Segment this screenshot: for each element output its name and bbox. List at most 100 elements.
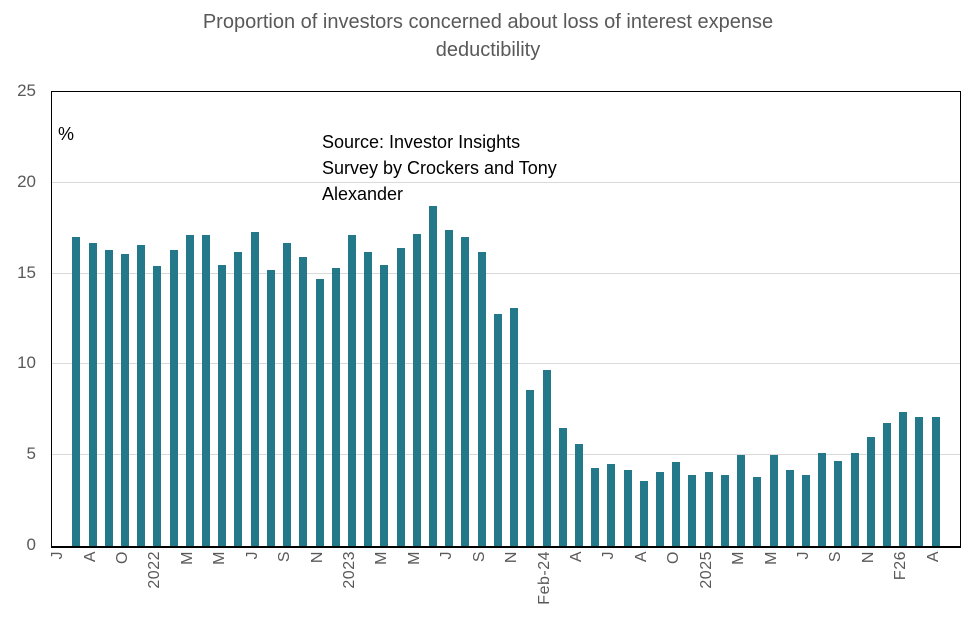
chart-title-line1: Proportion of investors concerned about … — [202, 11, 774, 33]
x-tick-label: N — [308, 551, 326, 564]
bar — [153, 266, 162, 546]
bar — [704, 471, 713, 546]
x-tick-label: M — [730, 551, 748, 565]
bar — [364, 251, 373, 546]
x-tick-label: O — [665, 551, 683, 564]
x-tick-label: 2025 — [697, 551, 715, 589]
bar — [785, 469, 794, 546]
bar — [558, 427, 567, 546]
bar — [396, 248, 405, 546]
bar — [445, 230, 454, 546]
bar — [510, 308, 519, 546]
x-tick-label: N — [503, 551, 521, 564]
bar — [380, 264, 389, 546]
x-tick-label: M — [762, 551, 780, 565]
x-tick-label: A — [567, 551, 585, 563]
bar — [591, 467, 600, 546]
y-tick-label: 5 — [26, 444, 36, 464]
bar — [185, 235, 194, 546]
y-axis-unit-label: % — [58, 124, 75, 144]
bar — [461, 237, 470, 546]
bar — [315, 279, 324, 546]
bar — [104, 250, 113, 546]
bar — [169, 250, 178, 546]
bar — [672, 462, 681, 546]
bar — [720, 475, 729, 546]
bar — [753, 477, 762, 546]
bar — [607, 464, 616, 546]
x-tick-label: Feb-24 — [535, 551, 553, 605]
bar — [542, 369, 551, 546]
gridline-20 — [52, 181, 960, 183]
bar — [883, 422, 892, 546]
bar — [834, 460, 843, 546]
bar — [137, 244, 146, 546]
bar — [526, 389, 535, 546]
bar — [737, 455, 746, 546]
x-tick-label: J — [243, 551, 261, 560]
bar — [299, 257, 308, 546]
bar — [931, 417, 940, 546]
x-tick-label: A — [924, 551, 942, 563]
gridline-10 — [52, 363, 960, 365]
source-note-line3: Alexander — [322, 184, 404, 204]
x-tick-label: J — [794, 551, 812, 560]
bar — [899, 411, 908, 546]
bar — [331, 268, 340, 546]
bar — [769, 455, 778, 546]
bar — [915, 417, 924, 546]
bar — [656, 471, 665, 546]
x-tick-label: A — [632, 551, 650, 563]
bar — [120, 253, 129, 546]
gridline-5 — [52, 454, 960, 456]
chart-title-line2: deductibility — [435, 39, 541, 61]
x-tick-label: S — [827, 551, 845, 563]
x-tick-label: M — [211, 551, 229, 565]
bar — [347, 235, 356, 546]
bar — [801, 475, 810, 546]
bar — [850, 453, 859, 546]
bar — [866, 437, 875, 546]
bar — [639, 480, 648, 546]
x-tick-label: F26 — [892, 551, 910, 581]
y-tick-label: 20 — [17, 171, 36, 191]
bar — [493, 313, 502, 546]
bar — [250, 231, 259, 546]
bar — [429, 206, 438, 546]
x-tick-label: N — [859, 551, 877, 564]
bar — [688, 475, 697, 546]
x-tick-label: A — [81, 551, 99, 563]
bar — [574, 444, 583, 546]
x-tick-label: S — [470, 551, 488, 563]
bar — [477, 251, 486, 546]
x-tick-label: 2022 — [146, 551, 164, 589]
bar — [283, 242, 292, 546]
x-tick-label: J — [600, 551, 618, 560]
bar — [266, 269, 275, 546]
bar — [818, 453, 827, 546]
x-tick-label: M — [405, 551, 423, 565]
x-tick-label: J — [49, 551, 67, 560]
bar — [623, 469, 632, 546]
x-tick-label: J — [438, 551, 456, 560]
x-tick-label: 2023 — [340, 551, 358, 589]
gridline-15 — [52, 272, 960, 274]
bar — [202, 235, 211, 546]
bar — [218, 264, 227, 546]
plot-area — [51, 91, 961, 548]
bar — [234, 251, 243, 546]
x-tick-label: M — [178, 551, 196, 565]
y-tick-label: 15 — [17, 262, 36, 282]
bar — [88, 242, 97, 546]
x-tick-label: O — [113, 551, 131, 564]
source-note-line1: Source: Investor Insights — [322, 132, 521, 152]
x-tick-label: S — [276, 551, 294, 563]
bar — [412, 233, 421, 546]
chart-title: Proportion of investors concerned about … — [0, 8, 976, 64]
source-note-line2: Survey by Crockers and Tony — [322, 158, 557, 178]
source-note: Source: Investor Insights Survey by Croc… — [322, 129, 652, 207]
bar — [72, 237, 81, 546]
y-tick-label: 10 — [17, 353, 36, 373]
y-tick-label: 0 — [26, 535, 36, 554]
